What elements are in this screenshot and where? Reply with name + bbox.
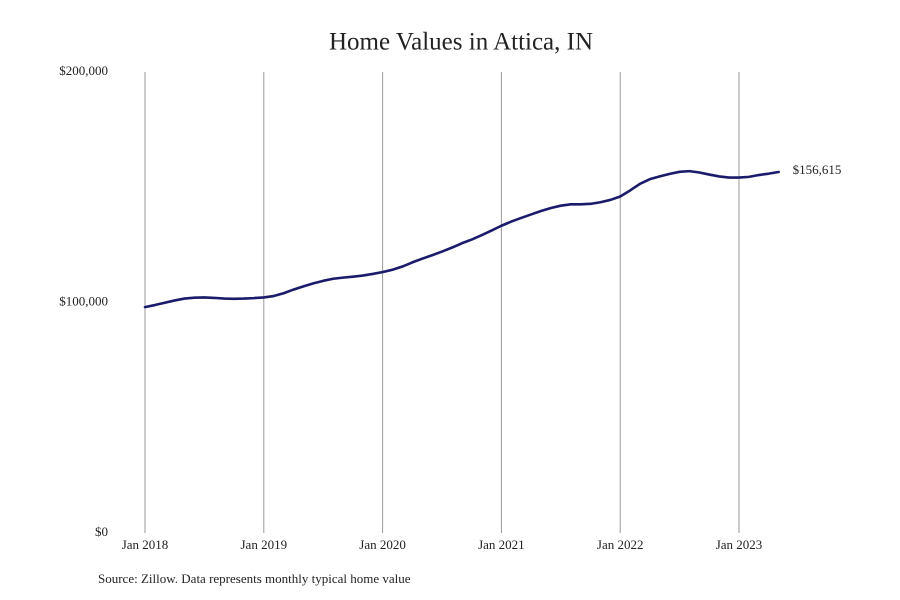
x-tick-label: Jan 2023: [716, 537, 763, 552]
x-tick-label: Jan 2021: [478, 537, 525, 552]
x-tick-label: Jan 2019: [241, 537, 288, 552]
x-tick-label: Jan 2020: [359, 537, 406, 552]
data-label: $156,615: [793, 162, 842, 177]
x-tick-label: Jan 2022: [597, 537, 644, 552]
source-note: Source: Zillow. Data represents monthly …: [98, 571, 411, 586]
y-tick-label: $100,000: [59, 293, 108, 308]
x-tick-label: Jan 2018: [122, 537, 169, 552]
y-tick-label: $0: [95, 524, 108, 539]
y-tick-label: $200,000: [59, 63, 108, 78]
line: [143, 169, 780, 309]
chart-title: Home Values in Attica, IN: [329, 29, 593, 56]
